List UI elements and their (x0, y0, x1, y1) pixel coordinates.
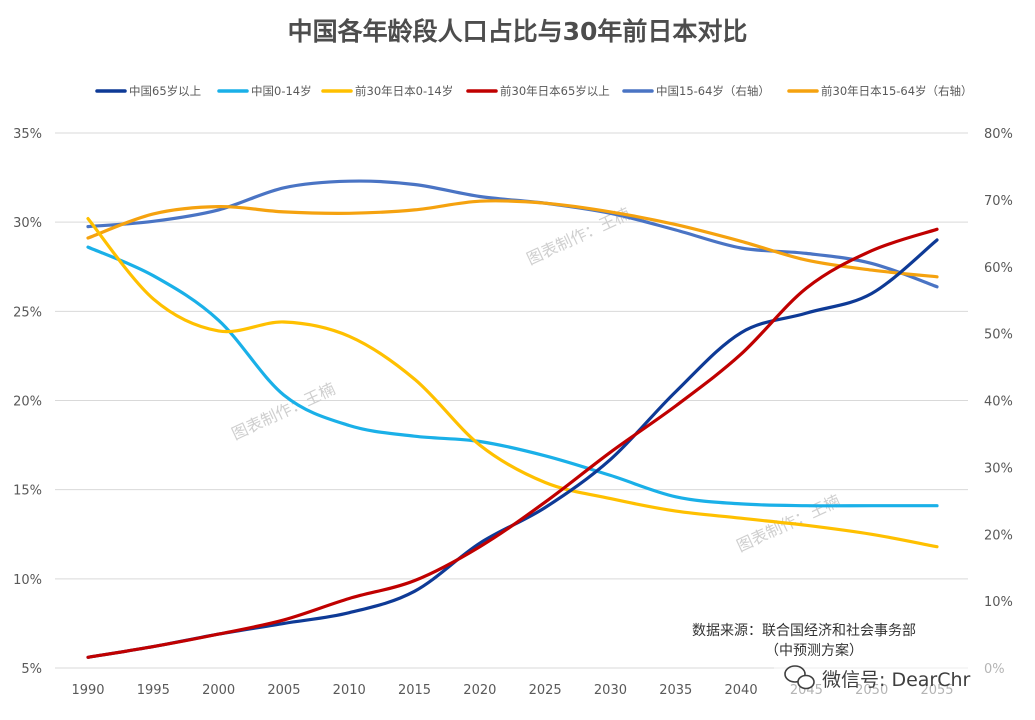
x-tick-label: 2030 (594, 683, 627, 698)
series-line-4 (86, 179, 939, 289)
x-tick-label: 1990 (71, 683, 104, 698)
legend-label: 前30年日本0-14岁 (355, 84, 453, 98)
left-axis-labels: 5% 10% 15% 20% 25% 30% 35% (13, 127, 42, 677)
y-left-tick-label: 25% (13, 305, 42, 320)
y-right-tick-label: 50% (984, 328, 1013, 343)
legend-label: 中国15-64岁（右轴） (656, 84, 770, 98)
series-lines (86, 179, 939, 659)
x-tick-label: 2000 (202, 683, 235, 698)
wechat-badge-bg (774, 662, 1014, 694)
gridlines (55, 132, 968, 669)
legend: 中国65岁以上 中国0-14岁 前30年日本0-14岁 前30年日本65岁以上 中国15… (95, 84, 973, 98)
y-right-tick-label: 80% (984, 127, 1013, 142)
y-left-tick-label: 35% (13, 127, 42, 142)
y-right-tick-label: 40% (984, 395, 1013, 410)
wechat-icon (784, 665, 815, 690)
legend-label: 前30年日本15-64岁（右轴） (821, 84, 973, 98)
y-right-tick-label: 60% (984, 261, 1013, 276)
wechat-label: 微信号: DearChr (822, 669, 971, 691)
x-tick-label: 1995 (137, 683, 170, 698)
series-line-5 (86, 199, 939, 279)
legend-label: 中国65岁以上 (129, 84, 201, 98)
series-line-1 (86, 245, 939, 508)
chart-title: 中国各年龄段人口占比与30年前日本对比 (287, 17, 748, 46)
x-tick-label: 2025 (529, 683, 562, 698)
right-axis-labels: 0%10%20%30%40%50%60%70%80% (984, 127, 1013, 677)
y-right-tick-label: 70% (984, 194, 1013, 209)
y-right-tick-label: 30% (984, 461, 1013, 476)
y-left-tick-label: 5% (21, 662, 42, 677)
x-tick-label: 2015 (398, 683, 431, 698)
legend-label: 中国0-14岁 (251, 84, 312, 98)
x-tick-label: 2010 (333, 683, 366, 698)
y-left-tick-label: 10% (13, 573, 42, 588)
legend-label: 前30年日本65岁以上 (500, 84, 610, 98)
series-line-2 (86, 217, 939, 549)
series-line-3 (86, 227, 939, 659)
wechat-badge: 微信号: DearChr (774, 662, 1014, 694)
y-left-tick-label: 30% (13, 216, 42, 231)
source-line-2: （中预测方案） (765, 642, 863, 659)
x-tick-label: 2005 (267, 683, 300, 698)
x-tick-label: 2040 (725, 683, 758, 698)
y-right-tick-label: 10% (984, 595, 1013, 610)
x-tick-label: 2020 (463, 683, 496, 698)
source-line-1: 数据来源：联合国经济和社会事务部 (692, 623, 916, 639)
x-tick-label: 2035 (659, 683, 692, 698)
y-left-tick-label: 20% (13, 395, 42, 410)
y-left-tick-label: 15% (13, 484, 42, 499)
y-right-tick-label: 20% (984, 528, 1013, 543)
watermark-2: 图表制作：王楠 (229, 379, 339, 444)
